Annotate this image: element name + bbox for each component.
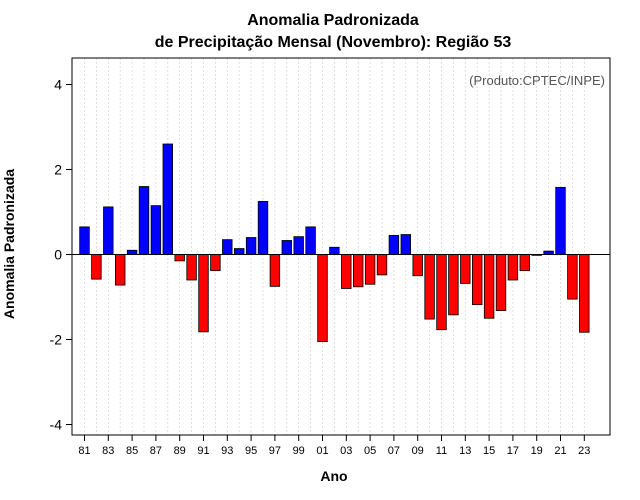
x-tick-label: 93 — [221, 445, 233, 457]
x-tick-label: 87 — [150, 445, 162, 457]
bars — [79, 143, 590, 343]
x-tick-label: 85 — [126, 445, 138, 457]
y-tick-label: 4 — [54, 77, 62, 93]
bar-1985 — [126, 249, 138, 255]
bar-1989 — [174, 254, 185, 262]
bar-2021 — [555, 186, 566, 255]
bar-1990 — [186, 254, 197, 281]
bar-2010 — [424, 254, 435, 320]
y-tick-label: 2 — [54, 162, 62, 178]
bar-2012 — [448, 254, 459, 316]
bar-2020 — [543, 250, 554, 255]
y-tick-label: 0 — [54, 247, 62, 263]
bar-1995 — [245, 237, 257, 255]
bar-1998 — [281, 240, 293, 255]
x-tick-label: 13 — [459, 445, 471, 457]
x-tick-label: 01 — [316, 445, 328, 457]
x-tick-label: 17 — [507, 445, 519, 457]
x-axis: 81 83 85 87 89 91 93 95 97 99 01 03 05 07 09 11 13 15 17 19… — [78, 435, 590, 457]
bar-2014 — [471, 254, 483, 306]
plot-frame — [71, 57, 611, 436]
bar-2023 — [579, 254, 590, 333]
x-tick-label: 05 — [364, 445, 376, 457]
x-axis-title: Ano — [320, 468, 347, 484]
bar-2016 — [495, 254, 507, 311]
x-tick-label: 11 — [436, 445, 447, 457]
x-tick-label: 19 — [531, 445, 543, 457]
bar-2015 — [483, 254, 495, 319]
bar-1994 — [233, 248, 245, 255]
credit-label: (Produto:CPTEC/INPE) — [469, 73, 605, 88]
x-tick-label: 99 — [293, 445, 305, 457]
x-tick-label: 81 — [78, 445, 90, 457]
x-tick-label: 15 — [483, 445, 495, 457]
bar-2018 — [519, 254, 531, 272]
bar-2006 — [376, 254, 388, 276]
bar-1992 — [210, 254, 221, 272]
bar-1983 — [103, 206, 114, 255]
y-axis: -4 -2 0 2 4 — [50, 77, 72, 433]
bar-2011 — [436, 254, 447, 331]
chart-title-line1: Anomalia Padronizada — [247, 12, 419, 29]
y-tick-label: -2 — [50, 332, 63, 348]
bar-1984 — [115, 254, 126, 286]
bar-2001 — [317, 254, 328, 343]
bar-1999 — [293, 236, 304, 255]
x-tick-label: 07 — [388, 445, 400, 457]
x-tick-label: 89 — [174, 445, 186, 457]
bar-2009 — [412, 254, 423, 277]
x-tick-label: 03 — [340, 445, 352, 457]
bar-1988 — [162, 143, 174, 255]
bar-2007 — [388, 234, 400, 255]
bar-1993 — [222, 239, 233, 255]
bar-1981 — [79, 226, 90, 255]
bar-2022 — [567, 254, 578, 300]
bar-1987 — [150, 205, 162, 255]
x-tick-label: 91 — [197, 445, 209, 457]
x-tick-label: 21 — [554, 445, 566, 457]
x-tick-label: 09 — [412, 445, 424, 457]
bar-2013 — [460, 254, 471, 284]
chart-title-line2: de Precipitação Mensal (Novembro): Regiã… — [155, 34, 512, 51]
bar-2003 — [341, 254, 352, 289]
x-tick-label: 83 — [102, 445, 114, 457]
bar-1996 — [257, 200, 269, 255]
x-tick-label: 97 — [269, 445, 281, 457]
bar-2008 — [400, 234, 412, 255]
bar-1986 — [138, 186, 150, 255]
x-tick-label: 23 — [578, 445, 590, 457]
y-tick-label: -4 — [50, 417, 63, 433]
bar-2005 — [364, 254, 376, 285]
bar-1982 — [91, 254, 102, 280]
x-tick-label: 95 — [245, 445, 257, 457]
y-axis-title: Anomalia Padronizada — [1, 169, 17, 319]
bar-2002 — [329, 246, 340, 255]
bar-2017 — [507, 254, 519, 281]
bar-1997 — [269, 254, 281, 287]
bar-1991 — [198, 254, 209, 333]
bar-2004 — [352, 254, 364, 288]
bar-2000 — [305, 226, 316, 255]
